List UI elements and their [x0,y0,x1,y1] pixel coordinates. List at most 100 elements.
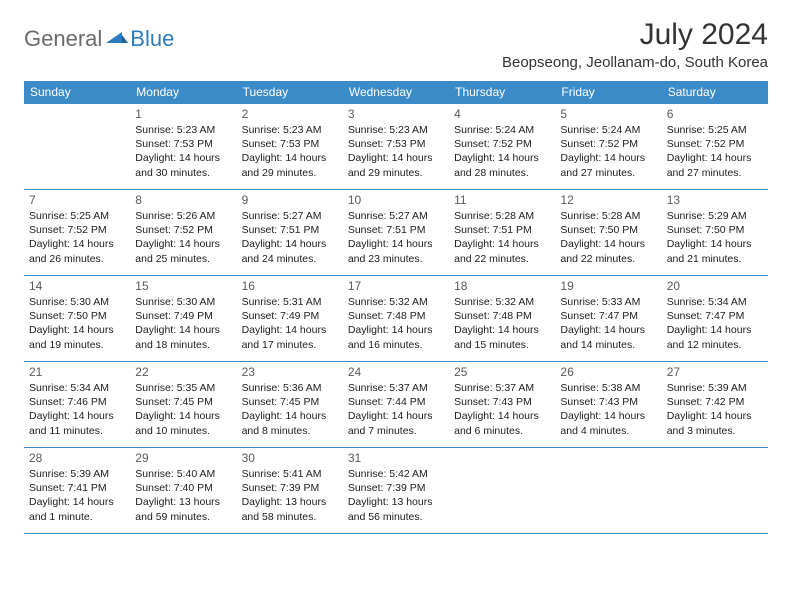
day-header: Sunday [24,81,130,104]
daylight-text: Daylight: 14 hours and 12 minutes. [667,323,763,351]
day-number: 20 [667,279,763,293]
sunrise-text: Sunrise: 5:25 AM [667,123,763,137]
day-number: 17 [348,279,444,293]
daylight-text: Daylight: 14 hours and 25 minutes. [135,237,231,265]
day-number: 18 [454,279,550,293]
title-block: July 2024 Beopseong, Jeollanam-do, South… [502,18,768,71]
daylight-text: Daylight: 14 hours and 18 minutes. [135,323,231,351]
day-number: 13 [667,193,763,207]
day-number: 10 [348,193,444,207]
sunset-text: Sunset: 7:46 PM [29,395,125,409]
calendar-cell: 29Sunrise: 5:40 AMSunset: 7:40 PMDayligh… [130,448,236,534]
sunrise-text: Sunrise: 5:33 AM [560,295,656,309]
sunrise-text: Sunrise: 5:37 AM [454,381,550,395]
sunrise-text: Sunrise: 5:23 AM [135,123,231,137]
sunset-text: Sunset: 7:51 PM [348,223,444,237]
sunset-text: Sunset: 7:49 PM [135,309,231,323]
sunset-text: Sunset: 7:53 PM [348,137,444,151]
daylight-text: Daylight: 14 hours and 27 minutes. [667,151,763,179]
calendar-cell: 12Sunrise: 5:28 AMSunset: 7:50 PMDayligh… [555,190,661,276]
sunset-text: Sunset: 7:52 PM [454,137,550,151]
sunset-text: Sunset: 7:44 PM [348,395,444,409]
sunrise-text: Sunrise: 5:34 AM [667,295,763,309]
sunset-text: Sunset: 7:50 PM [667,223,763,237]
brand-triangle-icon [106,29,128,43]
calendar-week-row: 21Sunrise: 5:34 AMSunset: 7:46 PMDayligh… [24,362,768,448]
daylight-text: Daylight: 13 hours and 58 minutes. [242,495,338,523]
day-number: 25 [454,365,550,379]
day-number: 14 [29,279,125,293]
sunrise-text: Sunrise: 5:23 AM [348,123,444,137]
calendar-table: Sunday Monday Tuesday Wednesday Thursday… [24,81,768,534]
day-number: 15 [135,279,231,293]
header: General Blue July 2024 Beopseong, Jeolla… [24,18,768,71]
daylight-text: Daylight: 14 hours and 11 minutes. [29,409,125,437]
sunrise-text: Sunrise: 5:25 AM [29,209,125,223]
sunrise-text: Sunrise: 5:28 AM [560,209,656,223]
calendar-cell: 21Sunrise: 5:34 AMSunset: 7:46 PMDayligh… [24,362,130,448]
calendar-cell: 4Sunrise: 5:24 AMSunset: 7:52 PMDaylight… [449,104,555,190]
day-number: 21 [29,365,125,379]
day-number: 2 [242,107,338,121]
calendar-cell [24,104,130,190]
sunrise-text: Sunrise: 5:26 AM [135,209,231,223]
calendar-cell [662,448,768,534]
sunset-text: Sunset: 7:48 PM [348,309,444,323]
calendar-cell: 17Sunrise: 5:32 AMSunset: 7:48 PMDayligh… [343,276,449,362]
calendar-cell: 15 Sunrise: 5:30 AMSunset: 7:49 PMDayligh… [130,276,236,362]
day-number: 30 [242,451,338,465]
day-number: 11 [454,193,550,207]
calendar-cell [449,448,555,534]
daylight-text: Daylight: 13 hours and 56 minutes. [348,495,444,523]
calendar-week-row: 1Sunrise: 5:23 AMSunset: 7:53 PMDaylight… [24,104,768,190]
day-number: 27 [667,365,763,379]
daylight-text: Daylight: 14 hours and 6 minutes. [454,409,550,437]
calendar-cell: 9Sunrise: 5:27 AMSunset: 7:51 PMDaylight… [237,190,343,276]
calendar-cell: 14Sunrise: 5:30 AMSunset: 7:50 PMDayligh… [24,276,130,362]
sunset-text: Sunset: 7:42 PM [667,395,763,409]
daylight-text: Daylight: 14 hours and 8 minutes. [242,409,338,437]
calendar-cell [555,448,661,534]
calendar-cell: 28Sunrise: 5:39 AMSunset: 7:41 PMDayligh… [24,448,130,534]
sunset-text: Sunset: 7:50 PM [29,309,125,323]
day-number: 3 [348,107,444,121]
calendar-cell: 3 Sunrise: 5:23 AMSunset: 7:53 PMDaylight… [343,104,449,190]
calendar-cell: 19Sunrise: 5:33 AMSunset: 7:47 PMDayligh… [555,276,661,362]
sunrise-text: Sunrise: 5:29 AM [667,209,763,223]
calendar-cell: 7Sunrise: 5:25 AMSunset: 7:52 PMDaylight… [24,190,130,276]
sunset-text: Sunset: 7:51 PM [454,223,550,237]
calendar-cell: 5Sunrise: 5:24 AMSunset: 7:52 PMDaylight… [555,104,661,190]
sunrise-text: Sunrise: 5:39 AM [667,381,763,395]
daylight-text: Daylight: 14 hours and 27 minutes. [560,151,656,179]
day-number: 22 [135,365,231,379]
sunset-text: Sunset: 7:53 PM [242,137,338,151]
calendar-cell: 31Sunrise: 5:42 AMSunset: 7:39 PMDayligh… [343,448,449,534]
day-header: Saturday [662,81,768,104]
sunrise-text: Sunrise: 5:32 AM [348,295,444,309]
calendar-week-row: 14Sunrise: 5:30 AMSunset: 7:50 PMDayligh… [24,276,768,362]
sunset-text: Sunset: 7:40 PM [135,481,231,495]
sunset-text: Sunset: 7:52 PM [667,137,763,151]
sunrise-text: Sunrise: 5:30 AM [135,295,231,309]
sunset-text: Sunset: 7:52 PM [29,223,125,237]
sunrise-text: Sunrise: 5:31 AM [242,295,338,309]
daylight-text: Daylight: 14 hours and 15 minutes. [454,323,550,351]
sunset-text: Sunset: 7:52 PM [560,137,656,151]
calendar-cell: 13Sunrise: 5:29 AMSunset: 7:50 PMDayligh… [662,190,768,276]
day-number: 19 [560,279,656,293]
sunset-text: Sunset: 7:39 PM [242,481,338,495]
calendar-cell: 16Sunrise: 5:31 AMSunset: 7:49 PMDayligh… [237,276,343,362]
brand-part1: General [24,26,102,52]
daylight-text: Daylight: 14 hours and 29 minutes. [348,151,444,179]
day-header: Wednesday [343,81,449,104]
sunset-text: Sunset: 7:51 PM [242,223,338,237]
sunrise-text: Sunrise: 5:30 AM [29,295,125,309]
sunrise-text: Sunrise: 5:27 AM [242,209,338,223]
day-number: 8 [135,193,231,207]
day-number: 29 [135,451,231,465]
sunrise-text: Sunrise: 5:41 AM [242,467,338,481]
day-number: 12 [560,193,656,207]
day-number: 7 [29,193,125,207]
daylight-text: Daylight: 14 hours and 10 minutes. [135,409,231,437]
calendar-week-row: 28Sunrise: 5:39 AMSunset: 7:41 PMDayligh… [24,448,768,534]
